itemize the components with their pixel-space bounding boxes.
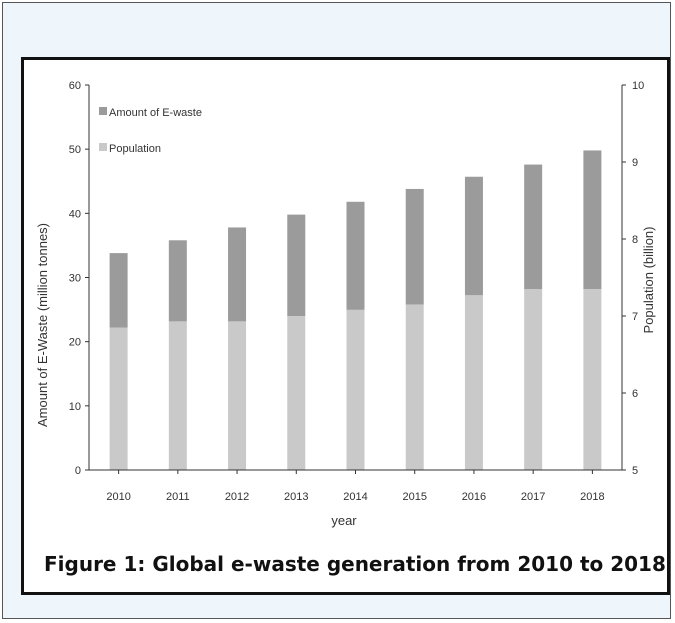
y-axis-title: Amount of E-Waste (million tonnes) [35,223,50,427]
x-tick-label: 2018 [580,491,604,503]
bar-ewaste-2018 [583,150,602,290]
figure-frame: 0 10 20 30 40 50 60 5 6 7 8 9 10 2010 2011 2012 2013 2014… [21,57,670,595]
x-tick-label: 2013 [284,491,308,503]
legend-label-population: Population [109,143,161,155]
bar-ewaste-2013 [287,214,306,316]
y-tick-label: 40 [69,208,81,220]
y-tick-label: 60 [69,80,81,92]
y2-axis-title: Population (billion) [641,227,656,334]
bar-ewaste-2014 [346,201,365,310]
x-tick-label: 2011 [166,491,190,503]
legend-swatch-ewaste [99,107,107,115]
y-tick-label: 10 [69,401,81,413]
bar-ewaste-2017 [524,164,543,290]
bar-population-2015 [405,304,424,470]
bar-ewaste-2016 [464,176,483,296]
x-tick-label: 2015 [402,491,426,503]
legend-swatch-population [99,143,107,151]
y2-tick-label: 8 [632,234,638,246]
bar-population-2017 [524,289,543,470]
axes: 0 10 20 30 40 50 60 5 6 7 8 9 10 2010 2011 2012 2013 2014… [69,80,645,503]
bar-population-2013 [287,316,306,470]
figure-caption: Figure 1: Global e-waste generation from… [44,552,666,576]
y2-tick-label: 9 [632,157,638,169]
bar-population-2011 [168,321,187,470]
y-tick-label: 50 [69,144,81,156]
bar-ewaste-2010 [109,253,128,328]
x-tick-label: 2012 [225,491,249,503]
y2-tick-label: 10 [632,80,644,92]
bar-population-2018 [583,289,602,470]
bar-ewaste-2011 [168,240,187,322]
bar-population-2014 [346,309,365,470]
y-tick-label: 20 [69,337,81,349]
bar-population-2016 [464,295,483,470]
bar-ewaste-2012 [228,227,247,322]
bar-ewaste-2015 [405,188,424,305]
bar-population-2010 [109,327,128,470]
x-axis-title: year [331,513,357,528]
y-tick-label: 30 [69,273,81,285]
y2-tick-label: 5 [632,465,638,477]
legend-label-ewaste: Amount of E-waste [109,107,202,119]
legend: Amount of E-waste Population [99,107,202,155]
y2-tick-label: 7 [632,311,638,323]
y-tick-label: 0 [75,465,81,477]
x-tick-label: 2014 [343,491,367,503]
bars [109,150,602,470]
chart: 0 10 20 30 40 50 60 5 6 7 8 9 10 2010 2011 2012 2013 2014… [35,80,656,528]
x-tick-label: 2016 [462,491,486,503]
x-tick-label: 2017 [521,491,545,503]
bar-population-2012 [228,321,247,470]
y2-tick-label: 6 [632,388,638,400]
x-tick-label: 2010 [106,491,130,503]
